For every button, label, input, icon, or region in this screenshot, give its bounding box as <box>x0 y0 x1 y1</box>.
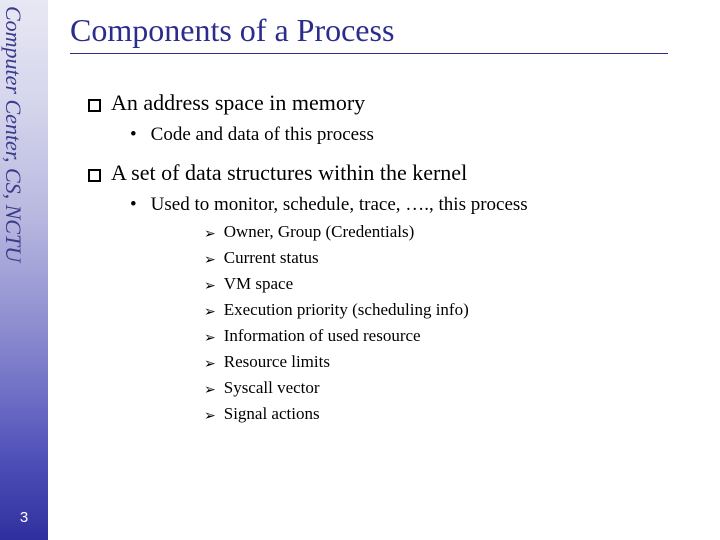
arrow-text: Resource limits <box>224 352 330 372</box>
sub-item: • Code and data of this process <box>130 124 690 146</box>
sidebar-label: Computer Center, CS, NCTU <box>0 6 26 262</box>
arrow-list: ➢ Owner, Group (Credentials) ➢ Current s… <box>130 222 690 424</box>
dot-bullet-icon: • <box>130 125 137 144</box>
arrow-item: ➢ Syscall vector <box>204 378 690 398</box>
bullet-text: A set of data structures within the kern… <box>111 160 467 186</box>
arrow-bullet-icon: ➢ <box>204 330 216 347</box>
arrow-item: ➢ Owner, Group (Credentials) <box>204 222 690 242</box>
sub-item: • Used to monitor, schedule, trace, …., … <box>130 194 690 216</box>
arrow-item: ➢ Information of used resource <box>204 326 690 346</box>
arrow-item: ➢ Execution priority (scheduling info) <box>204 300 690 320</box>
content-body: An address space in memory • Code and da… <box>70 90 690 424</box>
main-content: Components of a Process An address space… <box>70 12 690 438</box>
arrow-bullet-icon: ➢ <box>204 356 216 373</box>
arrow-bullet-icon: ➢ <box>204 382 216 399</box>
arrow-item: ➢ VM space <box>204 274 690 294</box>
bullet-text: An address space in memory <box>111 90 365 116</box>
arrow-bullet-icon: ➢ <box>204 226 216 243</box>
arrow-text: Signal actions <box>224 404 320 424</box>
sub-list: • Used to monitor, schedule, trace, …., … <box>88 194 690 424</box>
arrow-text: Current status <box>224 248 319 268</box>
arrow-item: ➢ Current status <box>204 248 690 268</box>
arrow-bullet-icon: ➢ <box>204 278 216 295</box>
arrow-item: ➢ Resource limits <box>204 352 690 372</box>
arrow-text: VM space <box>224 274 293 294</box>
bullet-item: An address space in memory <box>88 90 690 116</box>
arrow-text: Owner, Group (Credentials) <box>224 222 415 242</box>
slide-title: Components of a Process <box>70 12 690 49</box>
arrow-text: Information of used resource <box>224 326 421 346</box>
arrow-text: Syscall vector <box>224 378 320 398</box>
sidebar: Computer Center, CS, NCTU 3 <box>0 0 48 540</box>
sub-text: Used to monitor, schedule, trace, …., th… <box>151 194 528 216</box>
sub-text: Code and data of this process <box>151 124 374 146</box>
square-bullet-icon <box>88 169 101 182</box>
arrow-text: Execution priority (scheduling info) <box>224 300 469 320</box>
title-underline <box>70 53 668 54</box>
sub-list: • Code and data of this process <box>88 124 690 146</box>
page-number: 3 <box>0 509 48 526</box>
arrow-bullet-icon: ➢ <box>204 304 216 321</box>
arrow-item: ➢ Signal actions <box>204 404 690 424</box>
square-bullet-icon <box>88 99 101 112</box>
arrow-bullet-icon: ➢ <box>204 252 216 269</box>
bullet-item: A set of data structures within the kern… <box>88 160 690 186</box>
dot-bullet-icon: • <box>130 195 137 214</box>
arrow-bullet-icon: ➢ <box>204 408 216 425</box>
